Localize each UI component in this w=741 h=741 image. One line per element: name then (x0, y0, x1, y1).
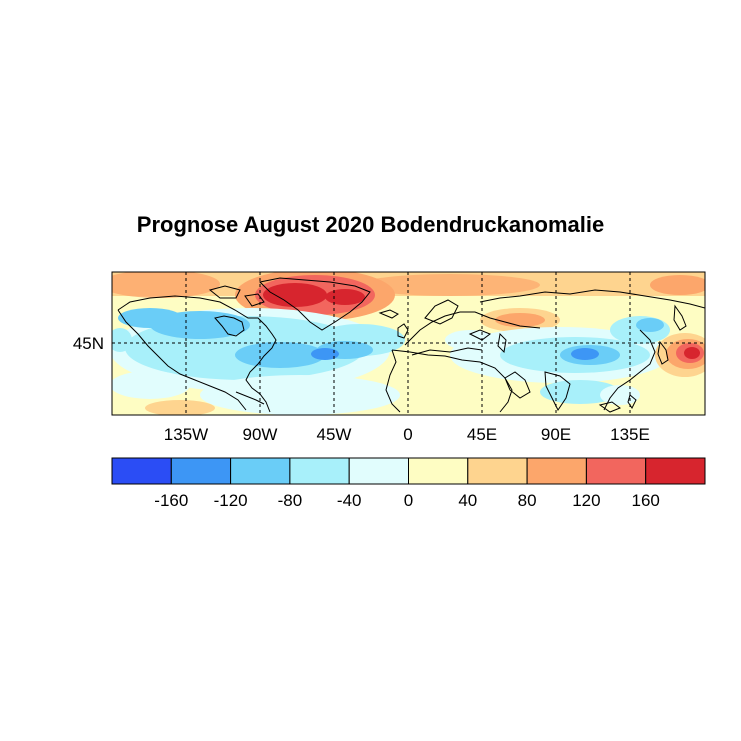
colorbar-swatch (170, 457, 232, 485)
map-title: Prognose August 2020 Bodendruckanomalie (136, 212, 605, 237)
colorbar-swatch (645, 457, 706, 485)
colorbar-swatch (526, 457, 587, 485)
colorbar-label: 120 (572, 491, 600, 510)
colorbar-swatch (408, 457, 469, 485)
colorbar-swatch (289, 457, 350, 485)
graticule (112, 272, 705, 415)
lon-tick-135e: 135E (610, 425, 650, 444)
lon-tick-45e: 45E (467, 425, 497, 444)
coastlines (117, 277, 705, 413)
lon-tick-labels: 135W 90W 45W 0 45E 90E 135E (164, 425, 650, 444)
colorbar-labels: -160 -120 -80 -40 0 40 80 120 160 (154, 491, 660, 510)
map-frame (111, 271, 706, 416)
colorbar-label: 80 (518, 491, 537, 510)
colorbar (111, 457, 706, 485)
colorbar-swatch (230, 457, 291, 485)
colorbar-swatch (467, 457, 528, 485)
lat-tick-45n: 45N (73, 334, 104, 353)
lon-tick-90w: 90W (243, 425, 278, 444)
lon-tick-0: 0 (403, 425, 412, 444)
map-panel (112, 272, 705, 415)
colorbar-swatch (585, 457, 647, 485)
colorbar-label: 160 (632, 491, 660, 510)
colorbar-label: -120 (214, 491, 248, 510)
lon-tick-90e: 90E (541, 425, 571, 444)
lon-tick-135w: 135W (164, 425, 208, 444)
lon-tick-45w: 45W (317, 425, 352, 444)
colorbar-label: 40 (458, 491, 477, 510)
colorbar-label: -40 (337, 491, 362, 510)
colorbar-label: -80 (278, 491, 303, 510)
colorbar-swatch (348, 457, 410, 485)
colorbar-swatch (111, 457, 172, 485)
colorbar-label: -160 (154, 491, 188, 510)
colorbar-label: 0 (404, 491, 413, 510)
